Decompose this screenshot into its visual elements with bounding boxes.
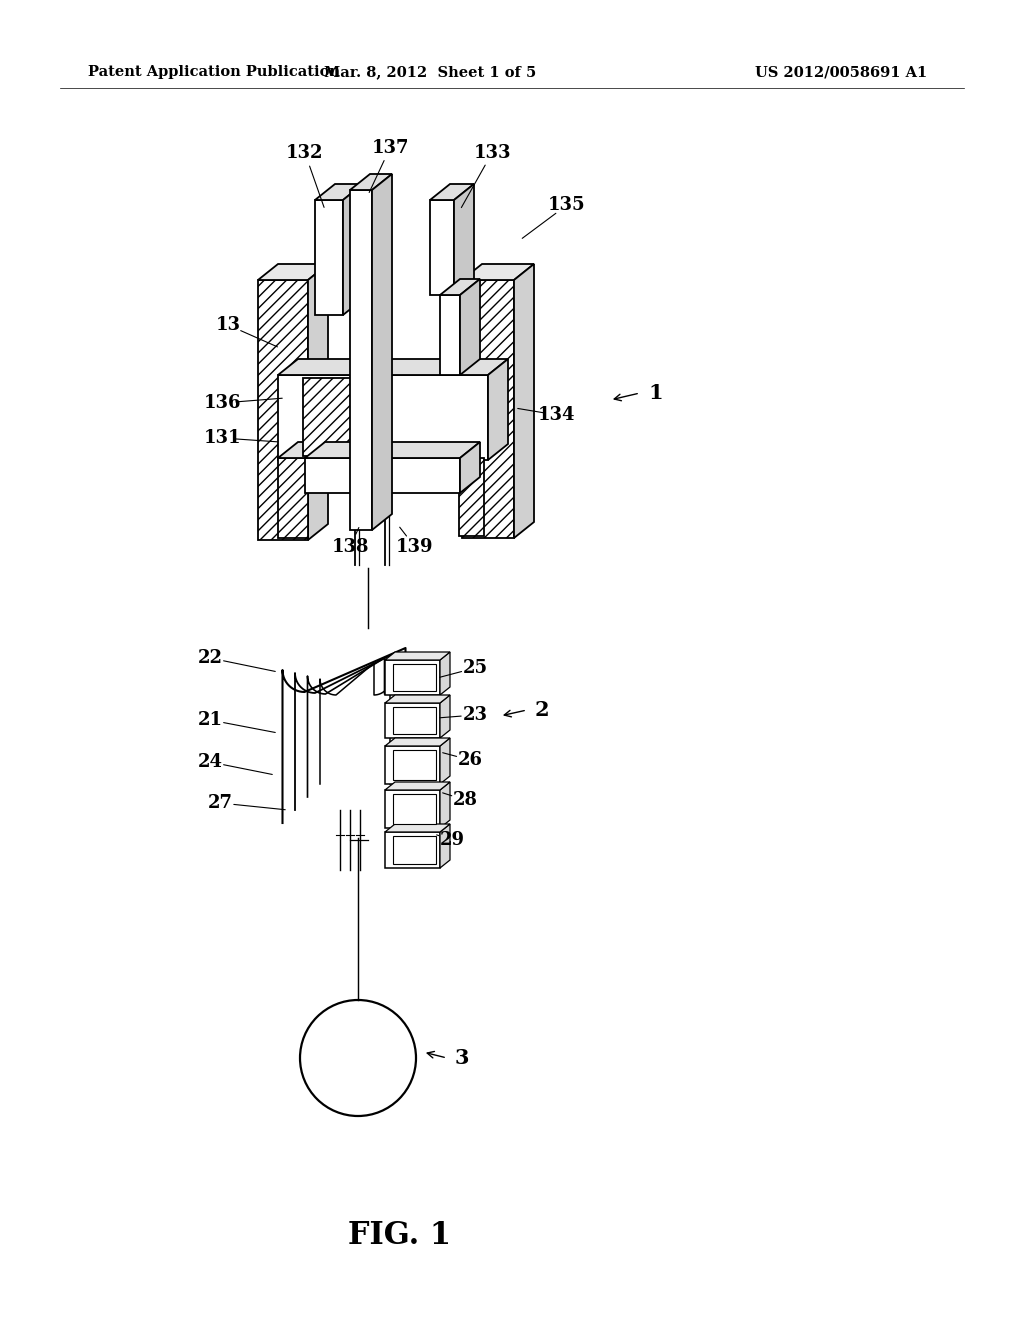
- Polygon shape: [460, 442, 480, 492]
- Text: 135: 135: [548, 195, 586, 214]
- Polygon shape: [385, 696, 450, 704]
- Polygon shape: [385, 746, 440, 784]
- Text: 139: 139: [396, 539, 434, 556]
- Polygon shape: [440, 652, 450, 696]
- Polygon shape: [385, 781, 450, 789]
- Text: 23: 23: [463, 706, 487, 723]
- Polygon shape: [305, 458, 460, 492]
- Polygon shape: [308, 264, 328, 540]
- Text: Mar. 8, 2012  Sheet 1 of 5: Mar. 8, 2012 Sheet 1 of 5: [324, 65, 537, 79]
- Polygon shape: [430, 183, 474, 201]
- Polygon shape: [488, 359, 508, 459]
- Polygon shape: [385, 738, 450, 746]
- Text: US 2012/0058691 A1: US 2012/0058691 A1: [755, 65, 928, 79]
- Polygon shape: [440, 279, 480, 294]
- Polygon shape: [393, 708, 436, 734]
- Polygon shape: [393, 750, 436, 780]
- Text: 28: 28: [453, 791, 477, 809]
- Polygon shape: [372, 174, 392, 531]
- Polygon shape: [278, 359, 508, 375]
- Polygon shape: [459, 458, 484, 536]
- Text: FIG. 1: FIG. 1: [348, 1220, 452, 1250]
- Text: 25: 25: [463, 659, 487, 677]
- Polygon shape: [393, 836, 436, 865]
- Polygon shape: [385, 824, 450, 832]
- Polygon shape: [440, 738, 450, 784]
- Polygon shape: [440, 781, 450, 828]
- Polygon shape: [385, 660, 440, 696]
- Polygon shape: [350, 174, 392, 190]
- Polygon shape: [462, 264, 534, 280]
- Text: Patent Application Publication: Patent Application Publication: [88, 65, 340, 79]
- Polygon shape: [258, 264, 328, 280]
- Text: 26: 26: [458, 751, 482, 770]
- Polygon shape: [393, 795, 436, 824]
- Polygon shape: [385, 652, 450, 660]
- Polygon shape: [278, 442, 328, 458]
- Text: 137: 137: [372, 139, 409, 157]
- Polygon shape: [315, 183, 362, 201]
- Polygon shape: [440, 696, 450, 738]
- Polygon shape: [258, 280, 308, 540]
- Polygon shape: [278, 375, 488, 459]
- Polygon shape: [460, 279, 480, 375]
- Polygon shape: [385, 789, 440, 828]
- Polygon shape: [303, 378, 378, 455]
- Text: 13: 13: [215, 315, 241, 334]
- Text: 2: 2: [535, 700, 550, 719]
- Text: 21: 21: [198, 711, 222, 729]
- Polygon shape: [385, 832, 440, 869]
- Text: 27: 27: [208, 795, 232, 812]
- Polygon shape: [440, 824, 450, 869]
- Text: 134: 134: [539, 407, 575, 424]
- Polygon shape: [343, 183, 362, 315]
- Text: 29: 29: [439, 832, 465, 849]
- Text: 24: 24: [198, 752, 222, 771]
- Polygon shape: [440, 294, 460, 375]
- Polygon shape: [385, 704, 440, 738]
- Text: 138: 138: [331, 539, 369, 556]
- Polygon shape: [454, 183, 474, 294]
- Polygon shape: [430, 201, 454, 294]
- Polygon shape: [393, 664, 436, 690]
- Text: 1: 1: [648, 383, 663, 403]
- Text: 131: 131: [203, 429, 241, 447]
- Text: 136: 136: [203, 393, 241, 412]
- Polygon shape: [315, 201, 343, 315]
- Text: 132: 132: [287, 144, 324, 162]
- Polygon shape: [278, 458, 308, 539]
- Text: 133: 133: [473, 144, 511, 162]
- Text: 3: 3: [455, 1048, 469, 1068]
- Text: 22: 22: [198, 649, 222, 667]
- Polygon shape: [305, 442, 480, 458]
- Polygon shape: [462, 280, 514, 539]
- Polygon shape: [514, 264, 534, 539]
- Polygon shape: [350, 190, 372, 531]
